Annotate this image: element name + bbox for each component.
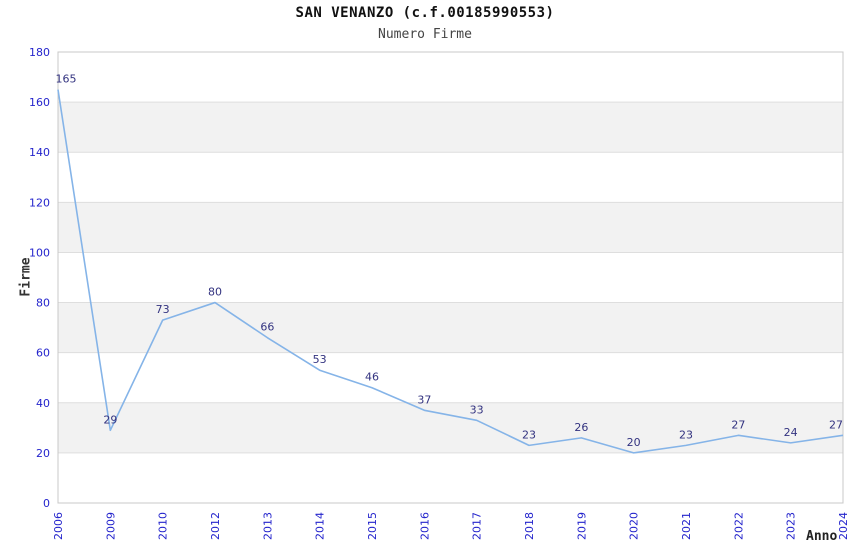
y-axis-title: Firme: [18, 257, 34, 297]
data-point-label: 27: [829, 418, 843, 431]
y-axis-tick-label: 80: [36, 297, 50, 310]
data-point-label: 46: [365, 371, 379, 384]
data-point-label: 165: [56, 73, 77, 86]
x-axis-tick-label: 2023: [785, 512, 798, 540]
x-axis-title: Anno: [806, 529, 838, 544]
data-point-label: 29: [103, 413, 117, 426]
y-axis-tick-label: 20: [36, 447, 50, 460]
y-axis-tick-label: 40: [36, 397, 50, 410]
data-point-label: 66: [260, 321, 274, 334]
data-point-label: 23: [679, 428, 693, 441]
x-axis-tick-label: 2016: [418, 512, 431, 540]
y-axis-tick-label: 160: [29, 96, 50, 109]
data-point-label: 24: [784, 426, 798, 439]
plot-area-frame: [57, 51, 844, 504]
data-point-label: 33: [470, 403, 484, 416]
chart-subtitle: Numero Firme: [378, 27, 472, 42]
y-axis-tick-label: 100: [29, 246, 50, 259]
x-axis-tick-label: 2022: [732, 512, 745, 540]
data-point-label: 53: [313, 353, 327, 366]
data-point-label: 37: [417, 393, 431, 406]
x-axis-tick-label: 2010: [157, 512, 170, 540]
x-axis-tick-label: 2014: [314, 512, 327, 540]
data-point-label: 20: [627, 436, 641, 449]
x-axis-tick-label: 2019: [575, 512, 588, 540]
x-axis-tick-label: 2017: [471, 512, 484, 540]
data-point-label: 73: [156, 303, 170, 316]
x-axis-tick-label: 2020: [628, 512, 641, 540]
x-axis-tick-label: 2015: [366, 512, 379, 540]
data-point-label: 27: [731, 418, 745, 431]
x-axis-tick-label: 2013: [261, 512, 274, 540]
y-axis-tick-label: 140: [29, 146, 50, 159]
data-point-label: 26: [574, 421, 588, 434]
x-axis-tick-label: 2006: [52, 512, 65, 540]
grid-band: [58, 402, 843, 453]
y-axis-tick-label: 0: [43, 497, 50, 510]
data-point-label: 23: [522, 428, 536, 441]
x-axis-tick-label: 2018: [523, 512, 536, 540]
data-point-label: 80: [208, 286, 222, 299]
series-line: [57, 89, 844, 454]
grid-band: [58, 302, 843, 353]
x-axis-tick-label: 2024: [837, 512, 850, 540]
x-axis-tick-label: 2021: [680, 512, 693, 540]
x-axis-tick-label: 2009: [104, 512, 117, 540]
y-axis-tick-label: 60: [36, 347, 50, 360]
y-axis-tick-label: 120: [29, 196, 50, 209]
grid-band: [58, 202, 843, 253]
y-axis-tick-label: 180: [29, 46, 50, 59]
x-axis-tick-label: 2012: [209, 512, 222, 540]
grid-band: [58, 102, 843, 153]
chart-title: SAN VENANZO (c.f.00185990553): [295, 5, 555, 21]
